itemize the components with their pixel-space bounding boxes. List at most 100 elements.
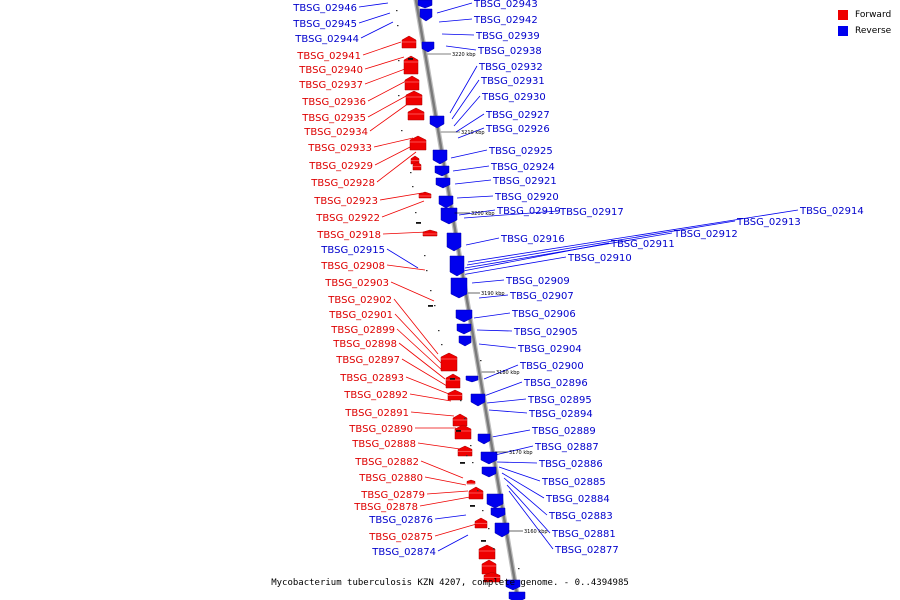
forward-gene-block [405,90,423,106]
forward-gene-label: TBSG_02888 [351,439,416,450]
reverse-gene-leader [451,79,480,120]
forward-gene-leader [434,522,481,537]
reverse-gene-block [481,466,497,478]
forward-gene-block [403,55,419,75]
legend: Forward Reverse [838,8,891,40]
forward-gene-label: TBSG_02891 [344,408,409,419]
reverse-gene-label: TBSG_02939 [475,31,540,42]
scale-ticks: 3220 kbp 3210 kbp 3200 kbp 3190 kbp 3180 kbp… [396,10,548,570]
forward-gene-label: TBSG_02929 [308,161,373,172]
forward-gene-leader [393,298,439,355]
reverse-gene-block [449,255,465,277]
reverse-gene-leader [460,256,567,276]
forward-gene-label: TBSG_02899 [330,325,395,336]
forward-gene-label: TBSG_02902 [327,295,392,306]
reverse-gene-block [494,522,510,538]
reverse-gene-label: TBSG_02925 [488,146,553,157]
reverse-gene-block [490,507,506,519]
reverse-gene-label: TBSG_02884 [545,494,610,505]
forward-gene-label: TBSG_02892 [343,390,408,401]
forward-gene-leader [362,41,402,56]
forward-gene-label: TBSG_02882 [354,457,419,468]
reverse-swatch [838,26,848,36]
tick-dot [470,445,472,447]
forward-gene-block [445,373,461,389]
reverse-gene-leader [436,2,473,14]
reverse-gene-label: TBSG_02919 [496,206,561,217]
forward-gene-label: TBSG_02890 [348,424,413,435]
reverse-gene-leader [438,18,473,23]
reverse-gene-leader [494,445,534,456]
tick-dot [398,60,400,62]
forward-gene-leader [426,490,469,495]
forward-gene-label: TBSG_02879 [360,490,425,501]
tick-dot [430,290,432,292]
forward-gene-leader [410,411,455,417]
forward-gene-label: TBSG_02880 [358,473,423,484]
reverse-gene-leader [478,294,509,299]
reverse-gene-block [455,309,473,323]
reverse-gene-block [450,277,468,299]
reverse-gene-label: TBSG_02938 [477,46,542,57]
reverse-gene-block [470,393,486,407]
reverse-gene-label: TBSG_02874 [371,547,436,558]
tick-dot [441,344,443,346]
reverse-gene-label: TBSG_02927 [485,110,550,121]
map-caption: Mycobacterium tuberculosis KZN 4207, com… [271,578,629,588]
reverse-gene-label: TBSG_02943 [473,0,538,10]
reverse-gene-leader [360,21,394,39]
reverse-gene-label: TBSG_02886 [538,459,603,470]
reverse-gene-label: TBSG_02946 [292,3,357,14]
reverse-gene-block [465,375,479,383]
reverse-gene-label: TBSG_02887 [534,442,599,453]
forward-gene-leader [420,460,464,479]
forward-gene-label: TBSG_02875 [368,532,433,543]
reverse-gene-block [508,591,526,600]
gene-dash [481,540,486,542]
reverse-gene-leader [486,398,527,404]
tick-dot [401,130,403,132]
forward-gene-leader [367,94,409,118]
forward-gene-label: TBSG_02878 [353,502,418,513]
scale-label: 3180 kbp [496,370,520,376]
forward-gene-leader [419,496,471,507]
reverse-gene-leader [496,461,538,464]
forward-gene-label: TBSG_02893 [339,373,404,384]
forward-gene-leader [376,151,417,183]
forward-gene-block [412,161,422,171]
reverse-gene-label: TBSG_02895 [527,395,592,406]
tick-dot [415,212,417,214]
forward-gene-leader [398,342,446,380]
tick-dot [518,568,520,570]
legend-reverse: Reverse [838,24,891,38]
reverse-gene-leader [465,237,500,246]
forward-gene-leader [381,200,425,218]
reverse-gene-block [429,115,445,129]
reverse-gene-label: TBSG_02916 [500,234,565,245]
reverse-gene-label: TBSG_02921 [492,176,557,187]
reverse-gene-label: TBSG_02885 [541,477,606,488]
reverse-gene-leader [450,149,488,159]
reverse-gene-block [446,232,462,252]
reverse-gene-leader [456,195,494,199]
reverse-gene-leader [458,209,496,216]
forward-gene-label: TBSG_02940 [298,65,363,76]
forward-gene-leader [409,393,452,402]
reverse-gene-leader [437,534,469,552]
forward-gene-label: TBSG_02928 [310,178,375,189]
reverse-gene-leader [454,179,492,185]
reverse-gene-label: TBSG_02883 [548,511,613,522]
tick-dot [398,95,400,97]
reverse-gene-leader [491,429,531,438]
gene-dash [416,222,421,224]
forward-gene-leader [364,68,406,85]
reverse-gene-block [435,177,451,189]
leader-lines [358,2,799,552]
tick-dot [397,25,399,27]
reverse-gene-label: TBSG_02877 [554,545,619,556]
scale-label: 3220 kbp [452,52,476,58]
forward-gene-leader [374,144,415,166]
reverse-gene-label: TBSG_02907 [509,291,574,302]
reverse-gene-label: TBSG_02894 [528,409,593,420]
reverse-gene-label: TBSG_02917 [559,207,624,218]
